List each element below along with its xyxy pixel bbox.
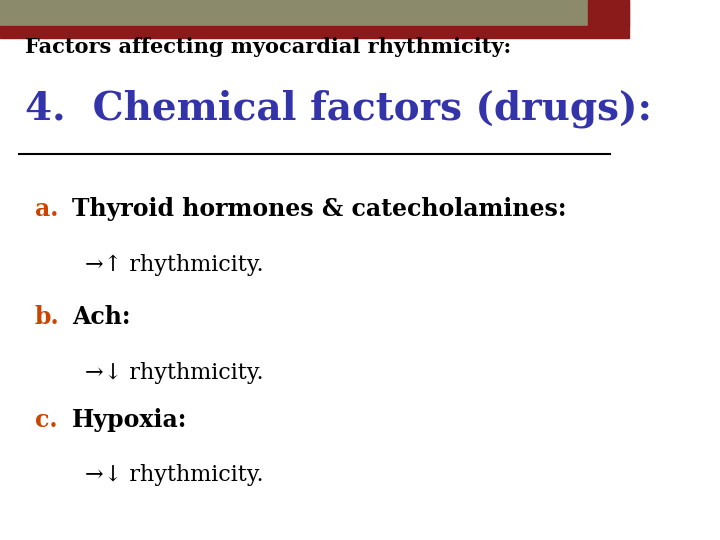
Text: Factors affecting myocardial rhythmicity:: Factors affecting myocardial rhythmicity…	[25, 37, 511, 57]
Text: →↑ rhythmicity.: →↑ rhythmicity.	[85, 254, 264, 276]
Text: c.: c.	[35, 408, 57, 431]
Text: Hypoxia:: Hypoxia:	[72, 408, 188, 431]
Bar	[0, 0, 629, 26]
Text: Ach:: Ach:	[72, 305, 131, 329]
Text: →↓ rhythmicity.: →↓ rhythmicity.	[85, 362, 264, 384]
Bar	[0, 26, 629, 38]
Text: b.: b.	[35, 305, 59, 329]
Text: Thyroid hormones & catecholamines:: Thyroid hormones & catecholamines:	[72, 197, 567, 221]
Text: →↓ rhythmicity.: →↓ rhythmicity.	[85, 464, 264, 487]
Bar	[588, 0, 629, 26]
Text: 4.  Chemical factors (drugs):: 4. Chemical factors (drugs):	[25, 89, 652, 127]
Text: a.: a.	[35, 197, 58, 221]
